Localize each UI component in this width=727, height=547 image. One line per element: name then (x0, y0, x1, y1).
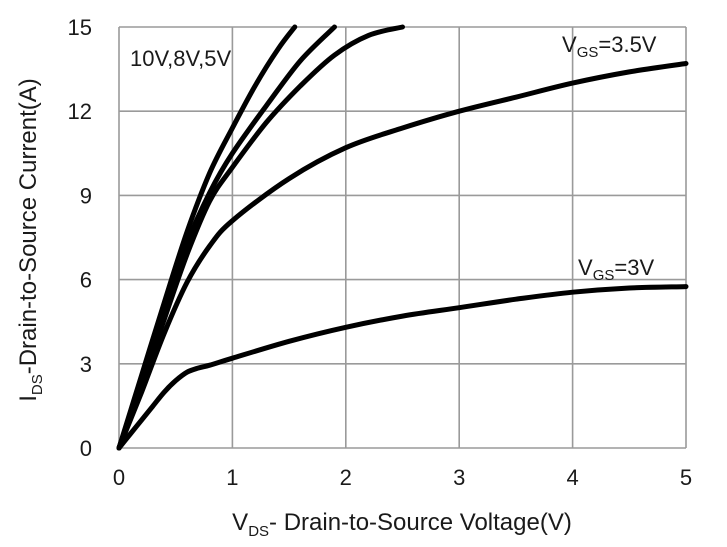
label-vgs-3-5: VGS=3.5V (562, 32, 657, 61)
y-tick-labels: 0 3 6 9 12 15 (68, 15, 92, 461)
label-group-high: 10V,8V,5V (130, 46, 231, 71)
x-tick-labels: 0 1 2 3 4 5 (113, 465, 692, 490)
x-tick-label-0: 0 (113, 465, 125, 490)
y-tick-label-12: 12 (68, 99, 92, 124)
x-tick-label-4: 4 (566, 465, 578, 490)
series-line-vgs-3v (116, 284, 689, 451)
x-tick-label-1: 1 (226, 465, 238, 490)
series-line-vgs-8v (116, 24, 337, 451)
series-group (116, 24, 689, 451)
y-tick-label-3: 3 (80, 352, 92, 377)
x-tick-label-3: 3 (453, 465, 465, 490)
x-tick-label-5: 5 (680, 465, 692, 490)
grid (118, 26, 687, 449)
x-tick-label-2: 2 (340, 465, 352, 490)
series-line-vgs-3-5v (116, 61, 689, 451)
y-tick-label-6: 6 (80, 268, 92, 293)
label-vgs-3: VGS=3V (578, 255, 654, 284)
y-axis-label: IDS-Drain-to-Source Current(A) (15, 78, 46, 402)
series-line-vgs-5v (116, 24, 405, 451)
y-tick-label-9: 9 (80, 183, 92, 208)
x-axis-label: VDS- Drain-to-Source Voltage(V) (232, 509, 572, 540)
y-tick-label-0: 0 (80, 436, 92, 461)
y-tick-label-15: 15 (68, 15, 92, 40)
